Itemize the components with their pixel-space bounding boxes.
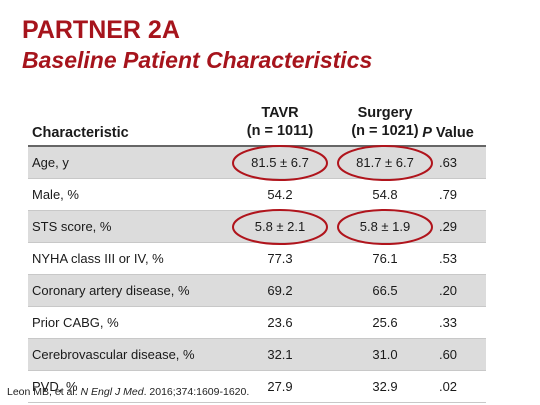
row-p-value: .02 bbox=[438, 379, 458, 394]
row-characteristic: Coronary artery disease, % bbox=[32, 283, 190, 298]
table-row: PVD, % 27.9 32.9 .02 bbox=[28, 371, 486, 403]
header-characteristic: Characteristic bbox=[32, 125, 129, 141]
header-p-value: P Value bbox=[415, 124, 481, 142]
citation: Leon MB, et al. N Engl J Med. 2016;374:1… bbox=[7, 386, 249, 399]
header-tavr-name: TAVR bbox=[261, 105, 299, 121]
citation-journal: N Engl J Med bbox=[80, 386, 144, 398]
row-p-value: .63 bbox=[438, 155, 458, 170]
row-surgery-value: 54.8 bbox=[372, 187, 398, 202]
header-p-rest: Value bbox=[431, 125, 474, 141]
row-surgery-value: 76.1 bbox=[372, 251, 398, 266]
row-p-value: .20 bbox=[438, 283, 458, 298]
row-p-value: .60 bbox=[438, 347, 458, 362]
row-characteristic: Cerebrovascular disease, % bbox=[32, 347, 195, 362]
header-surgery-n: (n = 1021) bbox=[351, 123, 419, 139]
characteristics-table: Characteristic TAVR (n = 1011) Surgery (… bbox=[28, 100, 486, 403]
table-row: Coronary artery disease, % 69.2 66.5 .20 bbox=[28, 275, 486, 307]
row-surgery-value: 66.5 bbox=[372, 283, 398, 298]
table-row: Prior CABG, % 23.6 25.6 .33 bbox=[28, 307, 486, 339]
row-p-value: .53 bbox=[438, 251, 458, 266]
row-tavr-value: 5.8 ± 2.1 bbox=[254, 219, 306, 234]
row-tavr-value: 23.6 bbox=[267, 315, 293, 330]
row-p-value: .79 bbox=[438, 187, 458, 202]
row-tavr-value: 32.1 bbox=[267, 347, 293, 362]
row-characteristic: PVD, % bbox=[32, 379, 78, 394]
header-tavr-n: (n = 1011) bbox=[246, 123, 314, 139]
header-surgery-name: Surgery bbox=[357, 105, 413, 121]
citation-prefix: Leon MB, et al. bbox=[7, 386, 81, 398]
row-tavr-value: 54.2 bbox=[267, 187, 293, 202]
row-tavr-value: 69.2 bbox=[267, 283, 293, 298]
slide-title: PARTNER 2A bbox=[22, 16, 180, 44]
row-characteristic: Age, y bbox=[32, 155, 69, 170]
row-surgery-value: 32.9 bbox=[372, 379, 398, 394]
row-surgery-value: 31.0 bbox=[372, 347, 398, 362]
row-p-value: .33 bbox=[438, 315, 458, 330]
row-tavr-value: 77.3 bbox=[267, 251, 293, 266]
row-tavr-value: 81.5 ± 6.7 bbox=[251, 155, 309, 170]
slide-subtitle: Baseline Patient Characteristics bbox=[22, 47, 373, 73]
header-surgery: Surgery (n = 1021) bbox=[335, 104, 435, 140]
row-characteristic: Prior CABG, % bbox=[32, 315, 119, 330]
row-tavr-value: 27.9 bbox=[267, 379, 293, 394]
row-surgery-value: 25.6 bbox=[372, 315, 398, 330]
citation-suffix: . 2016;374:1609-1620. bbox=[143, 386, 250, 398]
header-p-italic: P bbox=[422, 125, 432, 141]
table-row: Age, y 81.5 ± 6.7 81.7 ± 6.7.63 bbox=[28, 147, 486, 179]
table-row: NYHA class III or IV, % 77.3 76.1 .53 bbox=[28, 243, 486, 275]
table-header: Characteristic TAVR (n = 1011) Surgery (… bbox=[28, 100, 486, 147]
header-tavr: TAVR (n = 1011) bbox=[238, 104, 322, 140]
row-characteristic: NYHA class III or IV, % bbox=[32, 251, 164, 266]
row-characteristic: STS score, % bbox=[32, 219, 112, 234]
table-row: Male, % 54.2 54.8 .79 bbox=[28, 179, 486, 211]
table-row: STS score, % 5.8 ± 2.1 5.8 ± 1.9.29 bbox=[28, 211, 486, 243]
row-p-value: .29 bbox=[438, 219, 458, 234]
table-row: Cerebrovascular disease, % 32.1 31.0 .60 bbox=[28, 339, 486, 371]
table-body: Age, y 81.5 ± 6.7 81.7 ± 6.7.63 Male, % 54.2… bbox=[28, 147, 486, 403]
row-characteristic: Male, % bbox=[32, 187, 79, 202]
